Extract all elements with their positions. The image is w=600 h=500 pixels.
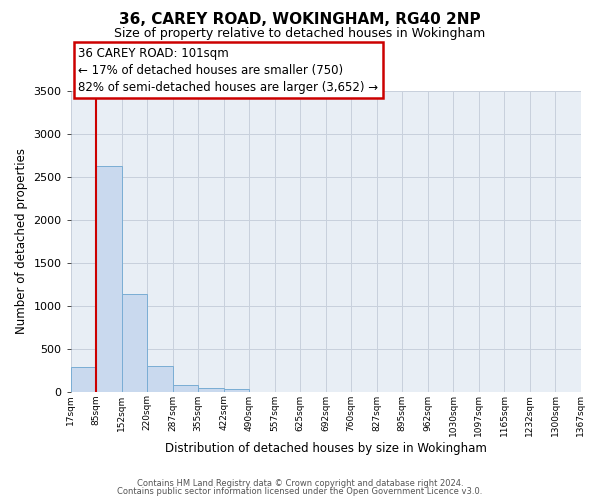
Bar xyxy=(147,366,173,392)
Text: 36, CAREY ROAD, WOKINGHAM, RG40 2NP: 36, CAREY ROAD, WOKINGHAM, RG40 2NP xyxy=(119,12,481,28)
Bar xyxy=(198,388,224,392)
Bar xyxy=(71,366,96,392)
Bar xyxy=(122,294,147,392)
Bar xyxy=(224,390,249,392)
Text: 36 CAREY ROAD: 101sqm
← 17% of detached houses are smaller (750)
82% of semi-det: 36 CAREY ROAD: 101sqm ← 17% of detached … xyxy=(79,47,379,94)
Text: Size of property relative to detached houses in Wokingham: Size of property relative to detached ho… xyxy=(115,28,485,40)
Y-axis label: Number of detached properties: Number of detached properties xyxy=(15,148,28,334)
Text: Contains HM Land Registry data © Crown copyright and database right 2024.: Contains HM Land Registry data © Crown c… xyxy=(137,478,463,488)
Bar xyxy=(173,384,198,392)
Text: Contains public sector information licensed under the Open Government Licence v3: Contains public sector information licen… xyxy=(118,487,482,496)
Bar xyxy=(96,166,122,392)
X-axis label: Distribution of detached houses by size in Wokingham: Distribution of detached houses by size … xyxy=(164,442,487,455)
